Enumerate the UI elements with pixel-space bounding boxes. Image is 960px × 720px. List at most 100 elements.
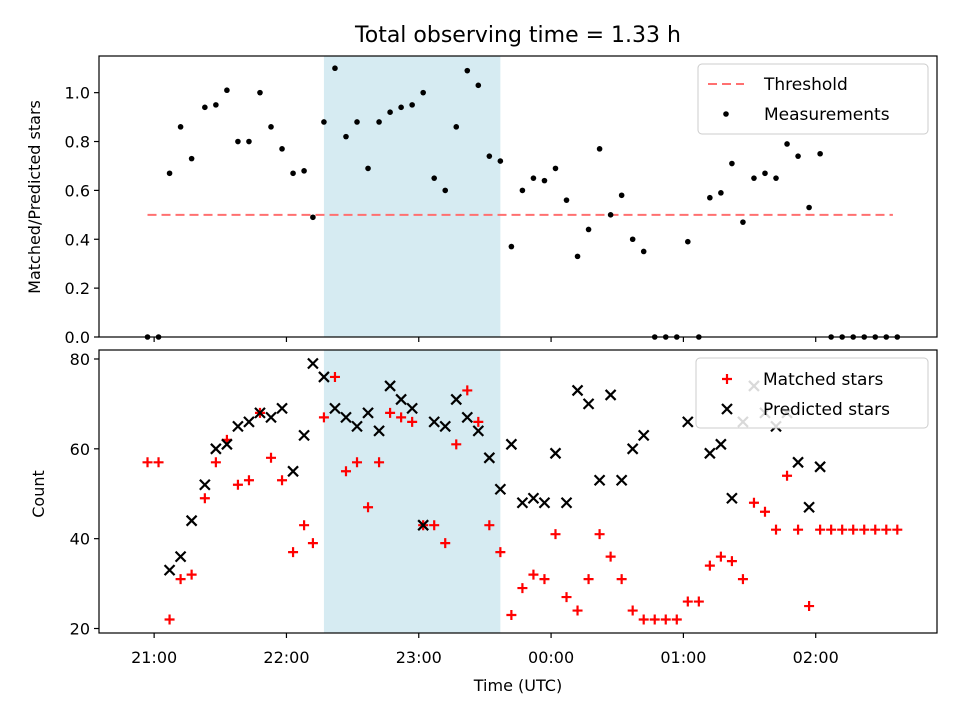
data-point bbox=[530, 175, 537, 181]
y-tick-label: 1.0 bbox=[65, 84, 90, 103]
data-point bbox=[420, 89, 426, 96]
data-point bbox=[881, 524, 892, 535]
data-point bbox=[638, 614, 649, 625]
data-point bbox=[210, 443, 222, 455]
legend: Threshold Measurements bbox=[697, 63, 929, 135]
data-point bbox=[748, 497, 759, 508]
data-point bbox=[596, 146, 603, 152]
data-point bbox=[773, 175, 779, 181]
data-point bbox=[715, 438, 727, 451]
data-point bbox=[538, 496, 551, 509]
data-point bbox=[387, 109, 393, 115]
data-point bbox=[726, 556, 737, 567]
data-point bbox=[607, 212, 614, 218]
data-point bbox=[321, 119, 327, 125]
data-point bbox=[461, 411, 474, 424]
data-point bbox=[175, 574, 186, 585]
data-point bbox=[373, 425, 385, 437]
data-point bbox=[640, 248, 647, 255]
data-point bbox=[693, 596, 704, 607]
data-point bbox=[762, 170, 768, 177]
data-point bbox=[428, 416, 440, 428]
data-point bbox=[704, 447, 716, 460]
data-point bbox=[826, 524, 837, 535]
data-point bbox=[539, 574, 550, 585]
axes-frame bbox=[98, 349, 938, 634]
data-point bbox=[782, 470, 793, 481]
y-tick-label: 0.4 bbox=[65, 230, 90, 249]
data-point bbox=[618, 192, 625, 199]
data-point bbox=[615, 474, 628, 487]
legend: Matched stars Predicted stars bbox=[695, 357, 929, 429]
data-point bbox=[268, 124, 274, 130]
data-point bbox=[486, 153, 493, 159]
panel-1: 20 40 60 80 21:00 22:00 23:00 00:00 01:00 02:00 Ma… bbox=[70, 349, 938, 667]
legend-predicted-swatch bbox=[721, 403, 733, 415]
data-point bbox=[395, 393, 407, 406]
data-point bbox=[795, 153, 801, 159]
data-point bbox=[585, 226, 592, 233]
data-point bbox=[186, 569, 197, 580]
data-point bbox=[704, 560, 715, 571]
data-point bbox=[859, 524, 870, 535]
data-point bbox=[257, 89, 263, 96]
observing-window-region bbox=[323, 350, 501, 633]
data-point bbox=[188, 155, 195, 162]
data-point bbox=[199, 478, 211, 491]
data-point bbox=[199, 493, 210, 504]
observing-window-region bbox=[323, 56, 501, 337]
data-point bbox=[784, 141, 790, 147]
data-point bbox=[541, 177, 548, 184]
data-point bbox=[177, 124, 184, 130]
data-point bbox=[552, 165, 559, 172]
data-point bbox=[310, 214, 316, 221]
data-point bbox=[213, 102, 219, 108]
data-point bbox=[174, 550, 187, 563]
data-point bbox=[707, 194, 713, 201]
axes-frame bbox=[98, 55, 938, 338]
data-point bbox=[385, 407, 396, 418]
data-point bbox=[287, 465, 299, 478]
x-tick-label: 02:00 bbox=[793, 648, 839, 667]
panel-0: 0.0 0.2 0.4 0.6 0.8 1.0 Threshold Measurements bbox=[65, 55, 938, 347]
data-point bbox=[718, 190, 724, 196]
data-point bbox=[605, 551, 616, 562]
data-point bbox=[803, 501, 815, 513]
data-point bbox=[276, 402, 288, 415]
legend-predicted-label: Predicted stars bbox=[763, 400, 890, 420]
legend-matched-label: Matched stars bbox=[763, 370, 883, 390]
x-axis-label: Time (UTC) bbox=[473, 676, 562, 695]
data-point bbox=[298, 429, 310, 442]
data-point bbox=[771, 524, 782, 535]
data-point bbox=[232, 479, 243, 490]
data-point bbox=[472, 425, 485, 437]
data-point bbox=[318, 412, 329, 423]
x-tick-label: 01:00 bbox=[660, 648, 706, 667]
data-point bbox=[163, 564, 176, 576]
data-point bbox=[307, 538, 318, 549]
data-point bbox=[301, 168, 307, 174]
data-point bbox=[473, 416, 484, 427]
data-point bbox=[429, 520, 440, 531]
data-point bbox=[464, 67, 471, 74]
data-point bbox=[243, 475, 254, 486]
data-point bbox=[740, 219, 746, 225]
data-point bbox=[682, 596, 693, 607]
x-tick-label: 21:00 bbox=[131, 648, 177, 667]
data-point bbox=[362, 407, 374, 419]
data-point bbox=[505, 438, 518, 451]
data-point bbox=[572, 605, 583, 616]
data-point bbox=[814, 461, 826, 473]
data-point bbox=[508, 243, 515, 250]
data-point bbox=[202, 104, 208, 111]
data-point bbox=[340, 466, 351, 477]
x-tick-label: 00:00 bbox=[528, 648, 574, 667]
plot-layer: 0.0 0.2 0.4 0.6 0.8 1.0 Threshold Measurements 2… bbox=[65, 55, 938, 667]
data-point bbox=[759, 506, 770, 517]
data-point bbox=[396, 412, 407, 423]
data-point bbox=[442, 187, 449, 194]
y-tick-label: 0.0 bbox=[65, 328, 90, 347]
data-point bbox=[164, 614, 175, 625]
data-point bbox=[729, 160, 735, 167]
data-point bbox=[417, 519, 429, 531]
